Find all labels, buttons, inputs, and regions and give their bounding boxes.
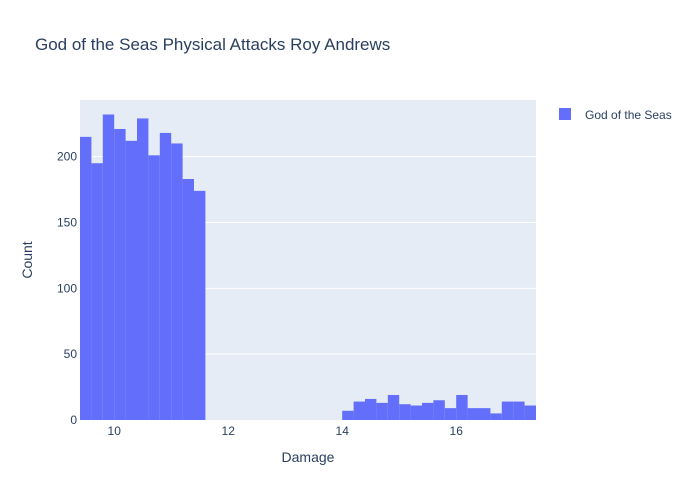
y-tick-label: 50 (64, 347, 78, 361)
histogram-bar[interactable] (456, 394, 468, 420)
y-axis-title: Count (19, 241, 35, 278)
x-tick-label: 12 (222, 424, 236, 438)
histogram-bar[interactable] (91, 163, 103, 420)
histogram-bar[interactable] (467, 408, 479, 420)
y-tick-label: 100 (57, 281, 77, 295)
histogram-bars (80, 114, 536, 420)
histogram-bar[interactable] (399, 404, 411, 420)
histogram-bar[interactable] (524, 405, 536, 420)
chart-title: God of the Seas Physical Attacks Roy And… (35, 35, 390, 54)
histogram-bar[interactable] (410, 405, 422, 420)
legend-label: God of the Seas (585, 108, 672, 122)
histogram-bar[interactable] (159, 132, 172, 420)
y-axis-ticks: 0 50 100 150 200 (57, 150, 77, 427)
legend[interactable]: God of the Seas (559, 108, 672, 122)
legend-swatch (559, 108, 571, 120)
histogram-bar[interactable] (444, 408, 457, 420)
histogram-bar[interactable] (376, 402, 388, 420)
histogram-bar[interactable] (114, 128, 126, 420)
histogram-bar[interactable] (148, 155, 160, 420)
histogram-bar[interactable] (171, 143, 183, 420)
histogram-bar[interactable] (365, 398, 377, 420)
histogram-bar[interactable] (387, 394, 400, 420)
histogram-bar[interactable] (102, 114, 115, 420)
histogram-bar[interactable] (501, 401, 514, 420)
histogram-bar[interactable] (422, 402, 434, 420)
x-tick-label: 16 (450, 424, 464, 438)
histogram-bar[interactable] (490, 413, 502, 420)
histogram-bar[interactable] (342, 410, 354, 420)
x-axis-title: Damage (282, 449, 335, 465)
histogram-bar[interactable] (80, 136, 92, 420)
x-tick-label: 10 (108, 424, 122, 438)
histogram-bar[interactable] (125, 140, 137, 420)
x-tick-label: 14 (336, 424, 350, 438)
histogram-bar[interactable] (353, 401, 365, 420)
histogram-bar[interactable] (182, 179, 194, 420)
y-tick-label: 200 (57, 150, 77, 164)
y-tick-label: 0 (70, 413, 77, 427)
histogram-bar[interactable] (433, 400, 445, 420)
histogram-bar[interactable] (513, 401, 525, 420)
histogram-bar[interactable] (137, 118, 149, 420)
y-tick-label: 150 (57, 215, 77, 229)
x-axis-ticks: 10 12 14 16 (108, 424, 464, 438)
histogram-bar[interactable] (194, 190, 206, 420)
histogram-bar[interactable] (479, 408, 491, 420)
